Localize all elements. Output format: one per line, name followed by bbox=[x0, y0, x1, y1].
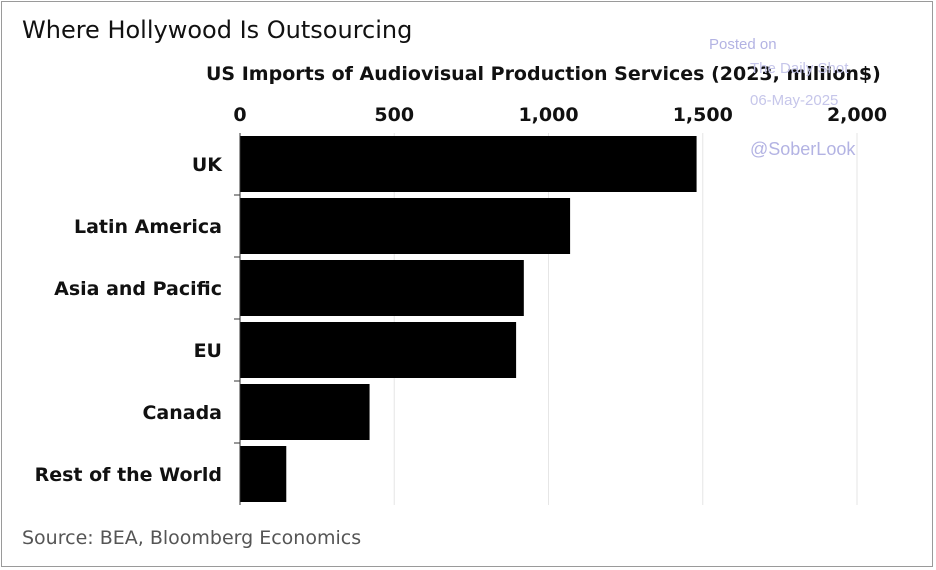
category-label: EU bbox=[194, 340, 222, 362]
category-label: Latin America bbox=[74, 216, 222, 238]
x-axis-ticks: 0 500 1,000 1,500 2,000 bbox=[233, 104, 887, 126]
watermark-publication: The Daily Shot bbox=[750, 60, 849, 77]
y-axis-categories: UK Latin America Asia and Pacific EU Canada R… bbox=[35, 154, 240, 486]
x-tick-label: 0 bbox=[233, 104, 246, 126]
x-tick-label: 500 bbox=[374, 104, 414, 126]
watermark-date: 06-May-2025 bbox=[750, 92, 839, 109]
bar-rest-of-the-world bbox=[240, 446, 287, 502]
page-title: Where Hollywood Is Outsourcing bbox=[22, 16, 413, 44]
category-label: Asia and Pacific bbox=[54, 278, 222, 300]
bar-latin-america bbox=[240, 198, 571, 254]
x-tick-label: 1,000 bbox=[518, 104, 578, 126]
bar-eu bbox=[240, 322, 517, 378]
bar-canada bbox=[240, 384, 370, 440]
watermark-posted-on: Posted on bbox=[709, 36, 777, 53]
category-label: Canada bbox=[142, 402, 222, 424]
bar-asia-and-pacific bbox=[240, 260, 524, 316]
x-tick-label: 2,000 bbox=[827, 104, 887, 126]
bars bbox=[240, 136, 697, 502]
gridlines bbox=[393, 133, 858, 505]
category-label: Rest of the World bbox=[35, 464, 222, 486]
watermark-handle: @SoberLook bbox=[750, 139, 856, 159]
category-label: UK bbox=[192, 154, 223, 176]
chart-title: US Imports of Audiovisual Production Ser… bbox=[206, 63, 881, 85]
bar-uk bbox=[240, 136, 697, 192]
x-tick-label: 1,500 bbox=[673, 104, 733, 126]
source-note: Source: BEA, Bloomberg Economics bbox=[22, 527, 362, 549]
